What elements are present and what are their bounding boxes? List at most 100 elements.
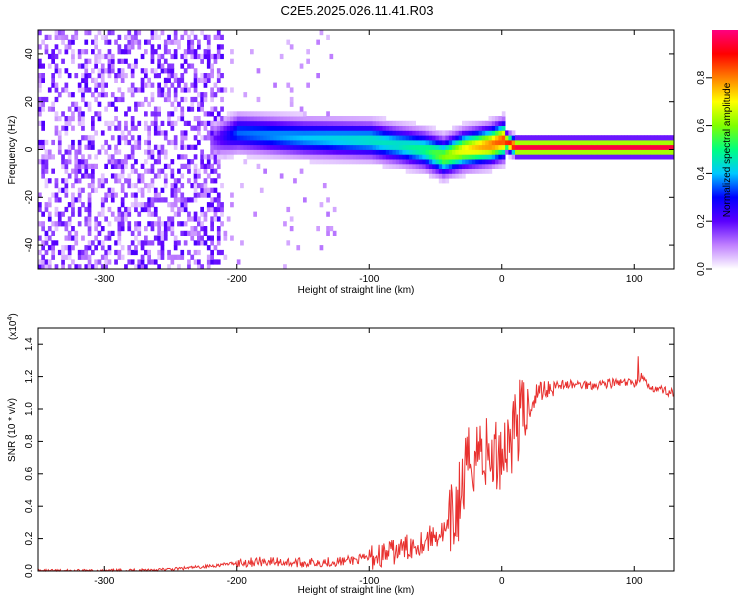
spectrogram-cell [107, 221, 112, 227]
spectrogram-cell [273, 111, 277, 117]
spectrogram-cell [134, 249, 138, 256]
spectrogram-cell [498, 130, 503, 136]
spectrogram-cell [458, 149, 463, 155]
spectrogram-cell [630, 144, 635, 150]
spectrogram-cell [91, 240, 95, 246]
spectrogram-cell [213, 120, 218, 126]
spectrogram-cell [57, 49, 62, 55]
spectrogram-cell [97, 221, 102, 227]
spectrogram-cell [206, 173, 211, 179]
spectrogram-cell [382, 159, 387, 165]
spectrogram-cell [54, 192, 59, 198]
spectrogram-cell [220, 144, 224, 150]
spectrogram-cell [544, 135, 549, 141]
spectrogram-cell [187, 230, 191, 236]
spectrogram-cell [64, 163, 69, 169]
spectrogram-cell [183, 30, 188, 36]
spectrogram-cell [134, 30, 138, 36]
spectrogram-cell [359, 159, 363, 165]
spectrogram-cell [127, 206, 132, 213]
spectrogram-cell [41, 159, 45, 165]
spectrogram-cell [548, 139, 552, 146]
spectrogram-cell [87, 154, 92, 160]
spectrogram-cell [193, 163, 198, 169]
spectrogram-cell [100, 226, 105, 232]
spectrogram-cell [137, 135, 142, 141]
spectrogram-cell [117, 173, 122, 179]
spectrogram-cell [389, 125, 393, 131]
spectrogram-cell [120, 197, 125, 203]
spectrogram-cell [306, 116, 310, 122]
spectrogram-cell [67, 254, 72, 260]
spectrogram-cell [193, 259, 198, 265]
spectrogram-cell [117, 206, 122, 213]
spectrogram-cell [87, 58, 92, 64]
spectrogram-cell [144, 206, 148, 213]
spectrogram-cell [38, 221, 42, 227]
spectrogram-cell [621, 139, 625, 146]
spectrogram-cell [127, 178, 132, 184]
spectrogram-cell [213, 149, 218, 155]
spectrogram-cell [137, 39, 142, 45]
spectrogram-cell [236, 139, 241, 146]
spectrogram-cell [412, 139, 416, 146]
spectrogram-cell [157, 53, 161, 60]
spectrogram-cell [61, 39, 65, 45]
spectrogram-cell [624, 139, 628, 146]
spectrogram-cell [253, 125, 257, 131]
spectrogram-cell [375, 116, 380, 122]
spectrogram-cell [134, 106, 138, 112]
spectrogram-cell [289, 130, 294, 136]
spectrogram-cell [100, 82, 105, 88]
spectrogram-cell [157, 197, 161, 203]
spectrogram-cell [296, 130, 301, 136]
spectrogram-cell [216, 226, 221, 232]
spectrogram-cell [336, 149, 340, 155]
spectrogram-cell [84, 206, 89, 213]
spectrogram-cell [329, 53, 334, 60]
spectrogram-cell [210, 125, 214, 131]
spectrogram-cell [418, 168, 423, 174]
spectrogram-cell [256, 135, 261, 141]
spectrogram-cell [64, 130, 69, 136]
spectrogram-cell [200, 77, 204, 83]
spectrogram-cell [173, 92, 178, 98]
spectrogram-cell [38, 63, 42, 69]
spectrogram-cell [193, 230, 198, 236]
spectrogram-cell [399, 139, 403, 146]
spectrogram-cell [286, 206, 291, 213]
spectrogram-cell [114, 249, 118, 256]
spectrogram-cell [94, 63, 98, 69]
spectrogram-cell [173, 49, 178, 55]
spectrogram-cell [81, 159, 85, 165]
spectrogram-cell [266, 116, 271, 122]
spectrogram-cell [475, 135, 479, 141]
spectrogram-cell [120, 211, 125, 217]
spectrogram-cell [332, 149, 337, 155]
spectrogram-cell [120, 77, 125, 83]
spectrogram-cell [452, 144, 456, 150]
spectrogram-cell [481, 149, 486, 155]
spectrogram-cell [475, 125, 479, 131]
spectrogram-cell [273, 135, 277, 141]
spectrogram-cell [326, 116, 330, 122]
spectrogram-cell [216, 111, 221, 117]
colorbar-tick-label: 0.8 [696, 70, 707, 84]
spectrogram-cell [375, 139, 380, 146]
spectrogram-cell [309, 125, 314, 131]
spectrogram-cell [554, 139, 559, 146]
spectrogram-cell [630, 135, 635, 141]
spectrogram-cell [382, 139, 387, 146]
spectrogram-cell [253, 154, 257, 160]
spectrogram-cell [220, 125, 224, 131]
spectrogram-cell [326, 197, 330, 203]
spectrogram-cell [574, 144, 579, 150]
spectrogram-cell [435, 135, 440, 141]
colorbar-tick-label: 0.2 [696, 214, 707, 228]
spectrogram-cell [246, 120, 251, 126]
spectrogram-cell [81, 120, 85, 126]
spectrogram-cell [339, 125, 344, 131]
spectrogram-cell [124, 34, 128, 40]
spectrogram-cell [501, 154, 506, 160]
spectrogram-cell [498, 120, 503, 126]
